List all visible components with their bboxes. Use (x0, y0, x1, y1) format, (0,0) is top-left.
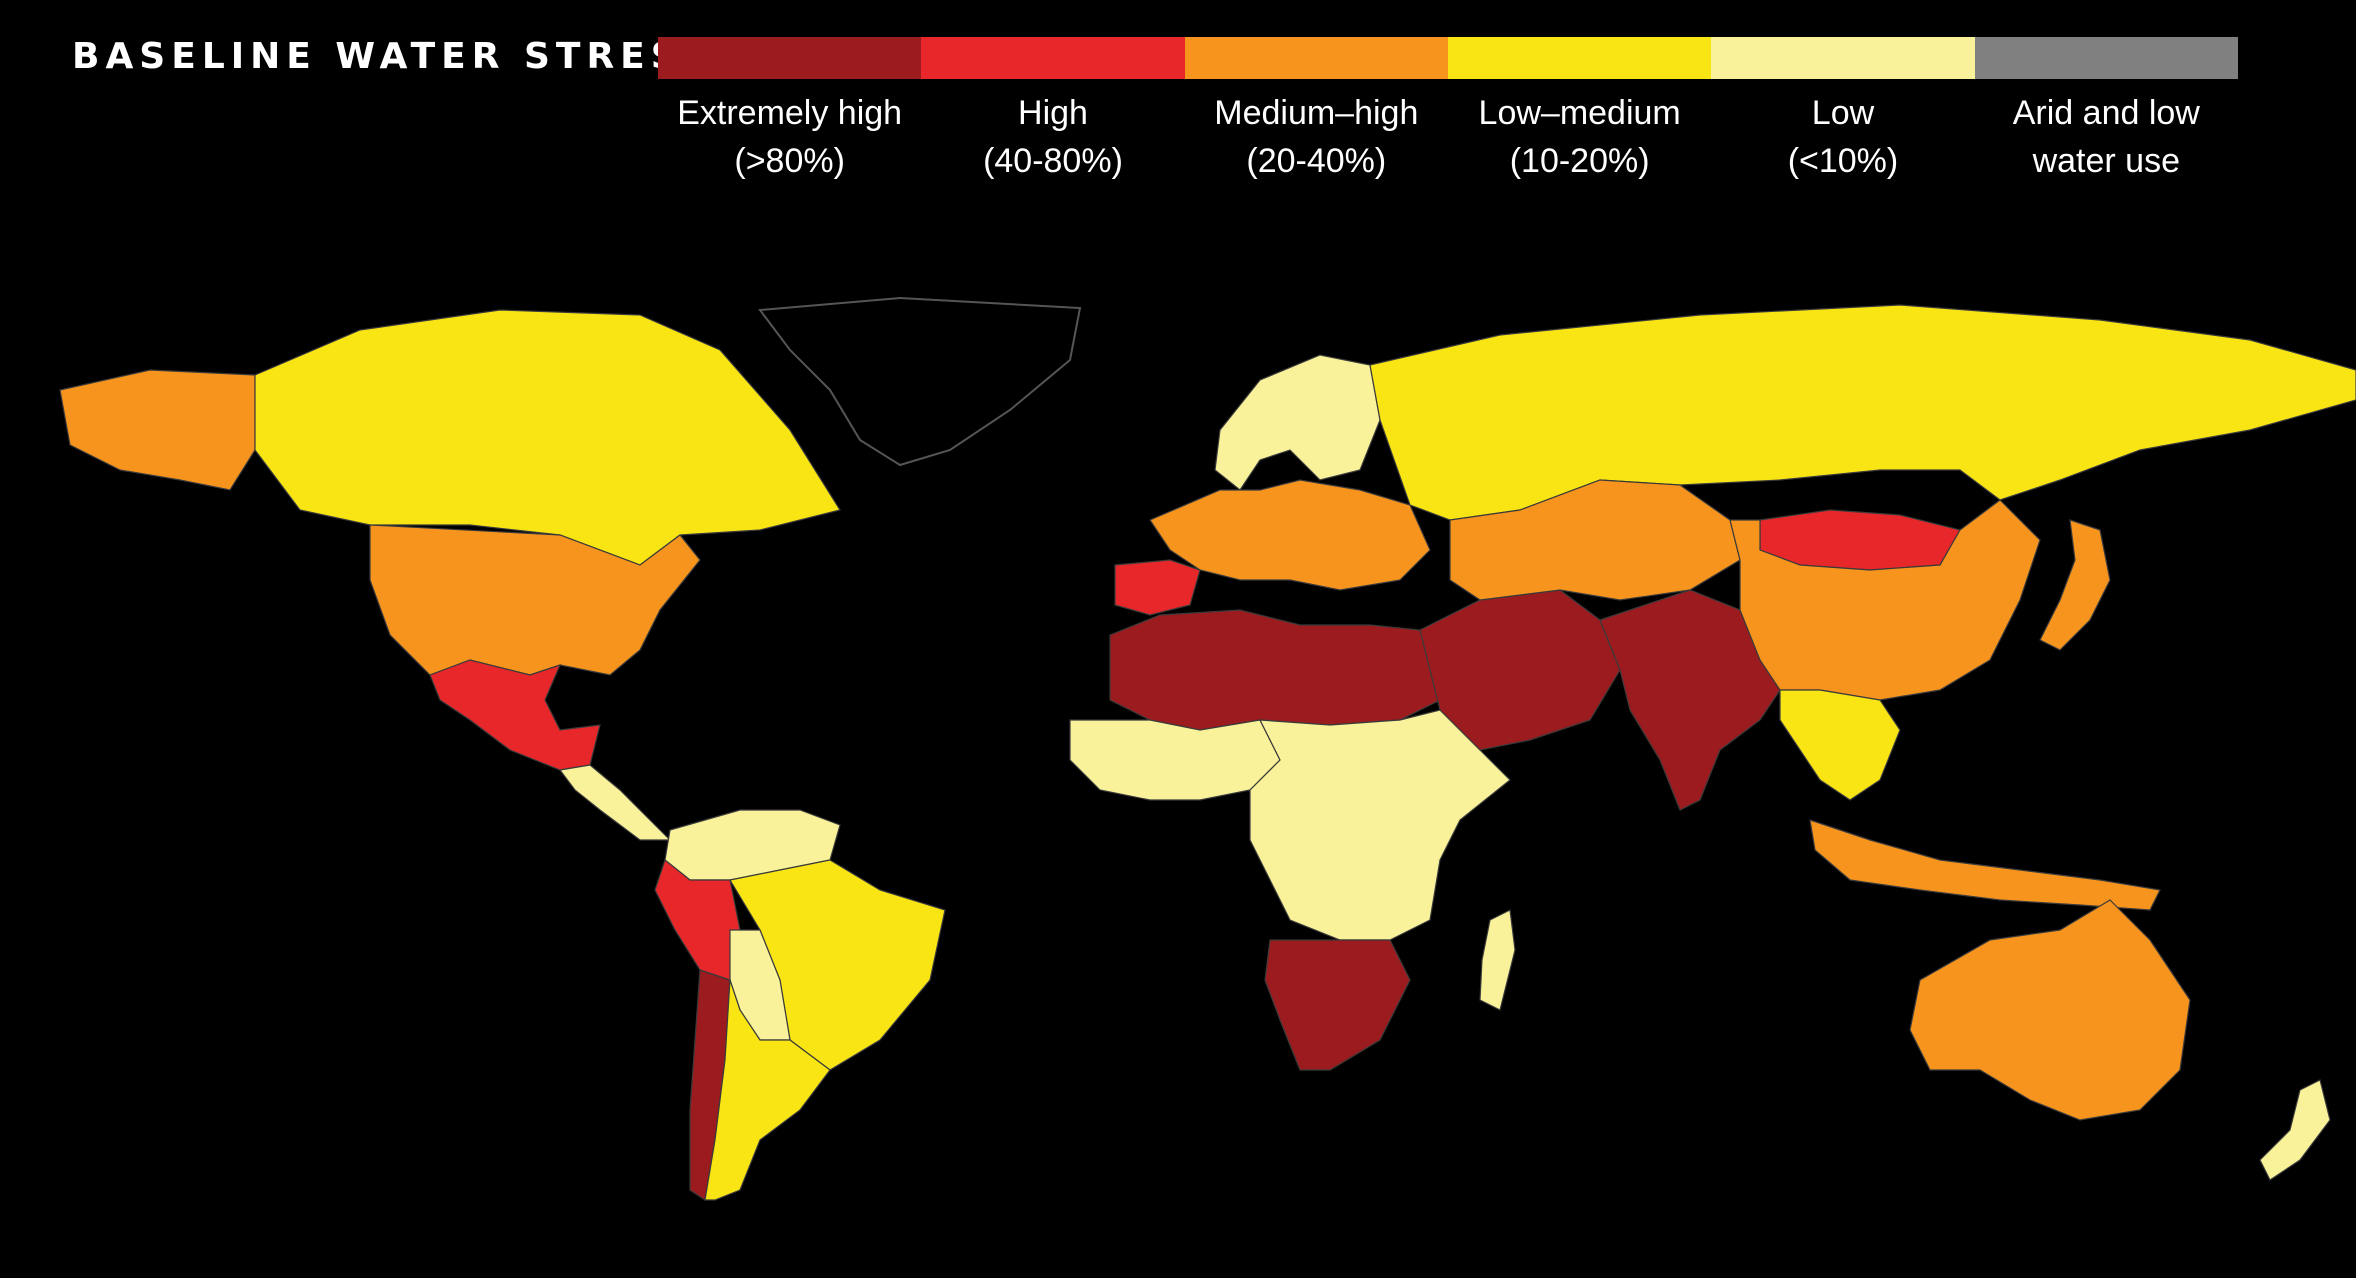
legend-item-high: High (40-80%) (921, 89, 1184, 185)
legend-item-low: Low (<10%) (1711, 89, 1974, 185)
legend-color-bar (658, 37, 2238, 79)
legend-label: Low (1811, 94, 1875, 132)
legend-range: (20-40%) (1246, 142, 1387, 180)
region-west-africa (1069, 719, 1281, 801)
region-greenland (758, 296, 1082, 467)
region-alaska (59, 369, 256, 491)
legend-swatch-low-medium (1447, 37, 1712, 79)
legend-label: Arid and low (2012, 94, 2200, 132)
region-southeast-asia (1779, 689, 1901, 801)
legend-label: Low–medium (1478, 94, 1681, 132)
legend-range: (10-20%) (1509, 142, 1650, 180)
legend-item-extremely-high: Extremely high (>80%) (658, 89, 921, 185)
legend-range: (40-80%) (983, 142, 1123, 180)
world-map-svg (59, 296, 2356, 1202)
legend-item-low-medium: Low–medium (10-20%) (1448, 89, 1711, 185)
region-russia (1369, 304, 2356, 521)
region-scandinavia (1214, 354, 1381, 491)
map-title: BASELINE WATER STRESS (72, 36, 714, 77)
legend-swatch-high (921, 37, 1185, 79)
region-argentina (704, 979, 831, 1201)
legend-item-medium-high: Medium–high (20-40%) (1185, 89, 1448, 185)
region-china (1729, 499, 2041, 701)
region-indonesia (1809, 819, 2161, 911)
region-central-asia (1449, 479, 1741, 601)
legend-swatch-arid (1974, 37, 2238, 79)
region-united-states (369, 524, 701, 676)
legend-label: Medium–high (1214, 94, 1419, 132)
legend-swatch-low (1711, 37, 1975, 79)
region-canada (254, 309, 841, 566)
legend-item-arid: Arid and low water use (1975, 89, 2238, 185)
legend-range: water use (2032, 142, 2180, 180)
legend-label: High (1018, 94, 1088, 132)
legend-swatch-medium-high (1184, 37, 1448, 79)
region-new-zealand (2259, 1079, 2331, 1181)
legend-swatch-extremely-high (658, 37, 922, 79)
region-western-europe (1149, 479, 1431, 591)
legend-range: (>80%) (734, 142, 845, 180)
region-iberia (1114, 559, 1201, 616)
region-mexico (429, 659, 601, 771)
legend-range: (<10%) (1787, 142, 1899, 180)
world-map (0, 280, 2356, 1260)
legend: Extremely high (>80%) High (40-80%) Medi… (658, 37, 2238, 185)
region-north-africa (1109, 609, 1441, 731)
region-madagascar (1479, 909, 1516, 1011)
region-japan (2039, 519, 2111, 651)
region-central-america (558, 764, 672, 841)
region-australia (1909, 899, 2191, 1121)
region-central-africa (1249, 709, 1511, 941)
legend-label: Extremely high (677, 94, 903, 132)
region-southern-africa (1264, 939, 1411, 1071)
